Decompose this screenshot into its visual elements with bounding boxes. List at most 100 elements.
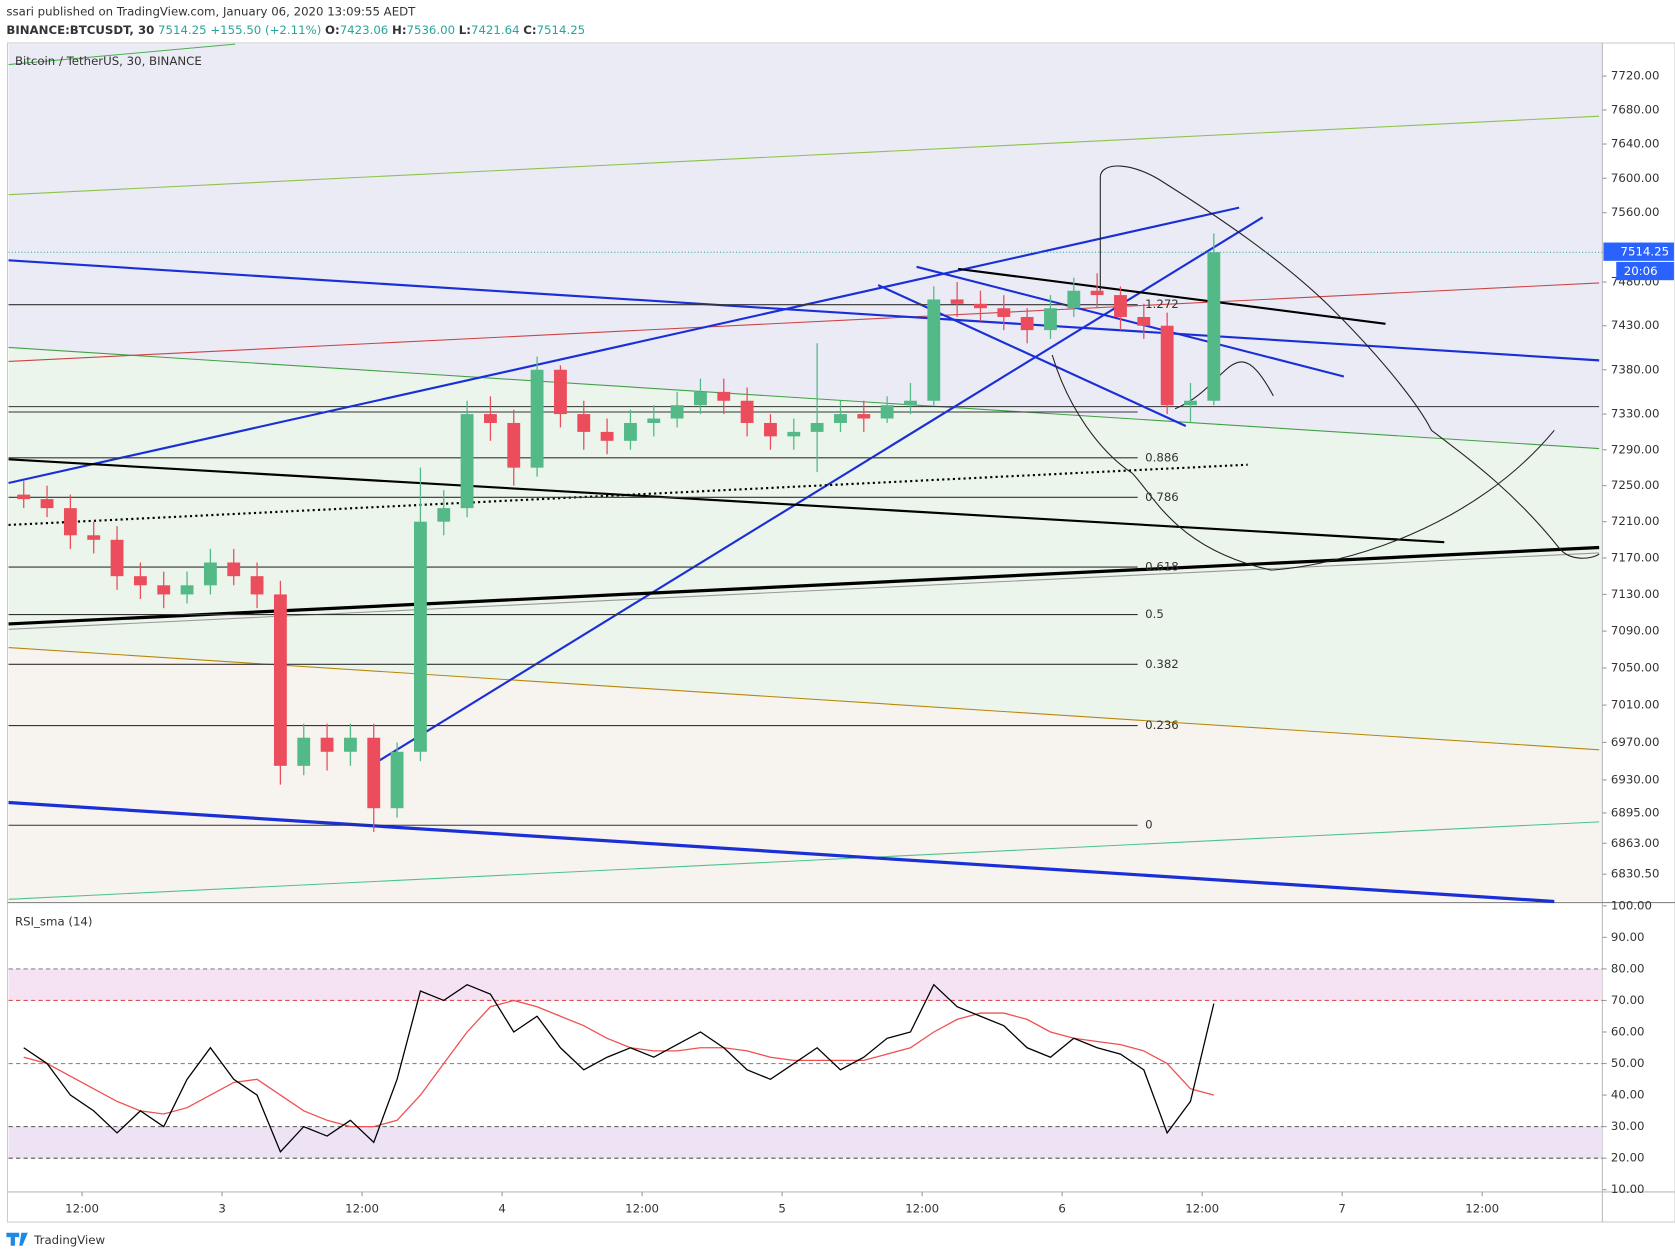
candle-body bbox=[717, 391, 731, 401]
drawings bbox=[8, 43, 1600, 904]
trend-line bbox=[8, 346, 1600, 450]
y-tick-label: 7210.00 bbox=[1611, 514, 1660, 528]
y-tick-label: 90.00 bbox=[1611, 930, 1645, 944]
candle-body bbox=[1207, 252, 1221, 401]
fib-label: 0.236 bbox=[1145, 718, 1179, 732]
candle-body bbox=[647, 418, 661, 423]
trend-line bbox=[8, 552, 1600, 630]
x-tick-label: 12:00 bbox=[65, 1202, 99, 1216]
frame bbox=[6, 42, 1675, 1223]
logo bbox=[6, 1232, 28, 1246]
rsi-line bbox=[23, 999, 1214, 1128]
candle-body bbox=[1067, 290, 1081, 309]
candle-body bbox=[600, 431, 614, 441]
y-tick-label: 7050.00 bbox=[1611, 660, 1660, 674]
y-tick-label: 7330.00 bbox=[1611, 407, 1660, 421]
trend-line bbox=[8, 43, 236, 66]
h-key: H: bbox=[392, 23, 407, 37]
ohlc-line: BINANCE:BTCUSDT, 30 7514.25 +155.50 (+2.… bbox=[6, 23, 585, 37]
fib-label: 0 bbox=[1145, 818, 1152, 832]
candle-body bbox=[460, 414, 474, 509]
rsi-title: RSI_sma (14) bbox=[15, 914, 93, 928]
x-tick-label: 12:00 bbox=[1185, 1202, 1219, 1216]
candle-body bbox=[950, 299, 964, 304]
y-tick-label: 60.00 bbox=[1611, 1024, 1645, 1038]
y-tick-label: 7380.00 bbox=[1611, 362, 1660, 376]
c-key: C: bbox=[523, 23, 536, 37]
candle-body bbox=[1044, 308, 1057, 331]
trend-line bbox=[8, 821, 1600, 900]
candle-body bbox=[997, 308, 1011, 317]
countdown-label: 20:06 bbox=[1624, 264, 1658, 278]
candle-body bbox=[414, 521, 427, 752]
last-price-label: 7514.25 bbox=[1621, 245, 1670, 259]
l-value: 7421.64 bbox=[471, 23, 520, 37]
y-tick-label: 40.00 bbox=[1611, 1088, 1645, 1102]
y-tick-label: 6895.00 bbox=[1611, 805, 1660, 819]
y-tick-label: 7250.00 bbox=[1611, 478, 1660, 492]
fib-label: 0.618 bbox=[1145, 560, 1179, 574]
candle-body bbox=[320, 737, 334, 752]
trend-line bbox=[8, 458, 1445, 544]
y-tick-label: 7130.00 bbox=[1611, 587, 1660, 601]
o-value: 7423.06 bbox=[340, 23, 389, 37]
x-tick-label: 7 bbox=[1338, 1202, 1345, 1216]
channel-line bbox=[8, 259, 1600, 362]
candle-body bbox=[63, 508, 77, 536]
last-price-box bbox=[1603, 242, 1674, 261]
header: ssari published on TradingView.com, Janu… bbox=[6, 4, 585, 36]
candle-body bbox=[390, 751, 404, 809]
fib-label: 0.382 bbox=[1145, 657, 1179, 671]
candle-body bbox=[530, 369, 544, 468]
candle-body bbox=[764, 422, 777, 437]
candle-body bbox=[437, 508, 451, 522]
change: +155.50 (+2.11%) bbox=[210, 23, 321, 37]
chart-title: Bitcoin / TetherUS, 30, BINANCE bbox=[15, 54, 202, 68]
y-tick-label: 7010.00 bbox=[1611, 698, 1660, 712]
candle-body bbox=[1020, 316, 1034, 331]
fib-label: 1.272 bbox=[1145, 297, 1179, 311]
countdown-box bbox=[1616, 261, 1674, 281]
x-tick-label: 12:00 bbox=[625, 1202, 659, 1216]
y-tick-label: 6830.50 bbox=[1611, 867, 1660, 881]
y-tick-label: 50.00 bbox=[1611, 1056, 1645, 1070]
candle-body bbox=[343, 737, 357, 752]
candle-body bbox=[1184, 400, 1197, 406]
y-tick-label: 7640.00 bbox=[1611, 137, 1660, 151]
y-tick-label: 100.00 bbox=[1611, 898, 1652, 912]
trend-line bbox=[958, 267, 1386, 325]
candle-body bbox=[670, 405, 684, 419]
x-tick-label: 12:00 bbox=[905, 1202, 939, 1216]
fib-label: 0.786 bbox=[1145, 490, 1179, 504]
candle-body bbox=[810, 422, 824, 432]
rsi-band bbox=[8, 1126, 1603, 1159]
candle-body bbox=[554, 369, 567, 415]
y-tick-label: 7170.00 bbox=[1611, 550, 1660, 564]
x-tick-label: 3 bbox=[218, 1202, 225, 1216]
candle-body bbox=[787, 431, 801, 437]
candle-body bbox=[157, 585, 171, 595]
zone-middle bbox=[8, 347, 1603, 750]
y-tick-label: 10.00 bbox=[1611, 1182, 1645, 1196]
y-tick-label: 7680.00 bbox=[1611, 102, 1660, 116]
channel-line bbox=[916, 265, 1345, 378]
x-tick-label: 12:00 bbox=[345, 1202, 379, 1216]
fib-label: 0.5 bbox=[1145, 607, 1164, 621]
l-key: L: bbox=[459, 23, 471, 37]
y-tick-label: 20.00 bbox=[1611, 1151, 1645, 1165]
x-tick-label: 4 bbox=[498, 1202, 505, 1216]
candle-body bbox=[857, 414, 871, 419]
y-tick-label: 7720.00 bbox=[1611, 69, 1660, 83]
candle-body bbox=[133, 576, 147, 586]
footer: TradingView bbox=[6, 1232, 105, 1247]
candle-body bbox=[40, 499, 54, 509]
y-tick-label: 30.00 bbox=[1611, 1119, 1645, 1133]
projection-curve bbox=[1051, 354, 1555, 571]
y-tick-label: 7600.00 bbox=[1611, 171, 1660, 185]
projection-curve bbox=[1099, 165, 1600, 559]
y-tick-label: 6930.00 bbox=[1611, 772, 1660, 786]
rsi-line bbox=[23, 983, 1215, 1154]
h-value: 7536.00 bbox=[407, 23, 456, 37]
y-tick-label: 7430.00 bbox=[1611, 318, 1660, 332]
